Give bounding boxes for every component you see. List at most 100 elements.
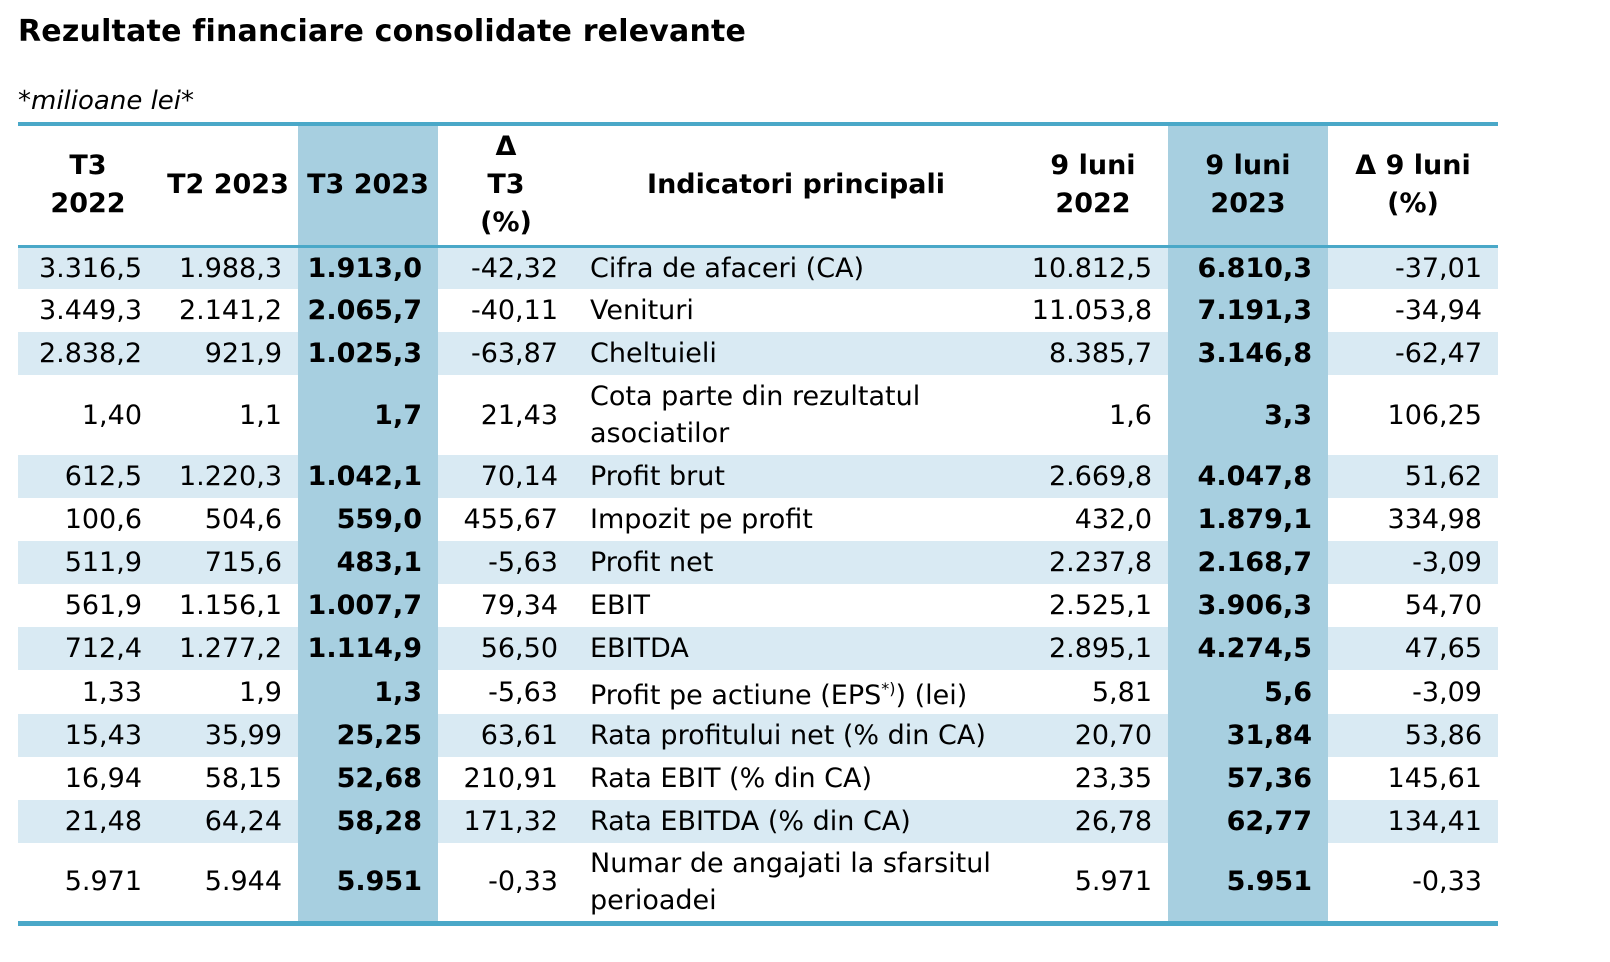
cell-delta-9m: 145,61 [1387,763,1482,794]
cell-t2-2023: 715,6 [158,541,298,584]
cell-9m-2022: 432,0 [1074,504,1152,535]
cell-9m-2023: 57,36 [1168,757,1328,800]
cell-delta-9m: -62,47 [1328,332,1498,375]
cell-delta-9m: 51,62 [1328,455,1498,498]
cell-delta-t3: 63,61 [438,714,574,757]
cell-indicator: EBIT [574,584,1018,627]
cell-t2-2023: 504,6 [204,504,282,535]
header-t3-2022: T3 2022 [50,150,126,220]
indicator-footnote-mark: *) [881,679,896,698]
cell-indicator: Cota parte din rezultatul asociatilor [574,375,1018,455]
indicator-label: Impozit pe profit [590,504,813,535]
table-row: 561,9 1.156,1 1.007,7 79,34 EBIT 2.525,1 3.906… [18,584,1498,627]
cell-delta-9m: -3,09 [1328,541,1498,584]
cell-indicator: Profit pe actiune (EPS*)) (lei) [574,670,1018,714]
cell-delta-9m: 54,70 [1404,590,1482,621]
cell-9m-2022: 2.895,1 [1018,627,1168,670]
cell-delta-9m: 47,65 [1328,627,1498,670]
cell-9m-2022: 11.053,8 [1031,295,1152,326]
cell-delta-t3: 70,14 [438,455,574,498]
cell-t3-2022: 1,40 [81,399,142,431]
cell-t3-2022: 21,48 [18,800,158,843]
header-delta-9m: Δ 9 luni (%) [1355,150,1471,220]
indicator-label: Venituri [590,295,694,326]
cell-9m-2023: 1.879,1 [1168,498,1328,541]
cell-9m-2023: 5.951 [1168,843,1328,923]
cell-9m-2022: 10.812,5 [1018,246,1168,289]
cell-indicator: EBITDA [574,627,1018,670]
cell-delta-t3: 455,67 [463,504,558,535]
cell-9m-2022: 20,70 [1018,714,1168,757]
cell-indicator: Venituri [574,289,1018,332]
cell-t3-2023: 1,3 [298,670,438,714]
cell-t3-2022: 16,94 [64,763,142,794]
cell-delta-9m: -37,01 [1328,246,1498,289]
cell-9m-2023: 4.274,5 [1168,627,1328,670]
cell-delta-t3: -5,63 [488,676,558,708]
cell-delta-t3: -40,11 [470,295,558,326]
cell-t3-2022: 100,6 [64,504,142,535]
cell-delta-9m: -0,33 [1412,866,1482,898]
cell-t3-2022: 15,43 [18,714,158,757]
cell-t3-2023: 1.114,9 [298,627,438,670]
cell-indicator: Profit brut [574,455,1018,498]
cell-9m-2023: 62,77 [1168,800,1328,843]
cell-t2-2023: 64,24 [158,800,298,843]
table-row: 2.838,2 921,9 1.025,3 -63,87 Cheltuieli 8.385… [18,332,1498,375]
table-header-row: T3 2022 T2 2023 T3 2023 Δ T3 (%) Indicat… [18,124,1498,246]
cell-delta-t3: -5,63 [438,541,574,584]
cell-t2-2023: 1.988,3 [158,246,298,289]
indicator-label-tail: ) (lei) [895,680,968,711]
cell-9m-2023: 4.047,8 [1168,455,1328,498]
cell-t3-2023: 2.065,7 [298,289,438,332]
cell-t3-2023: 483,1 [298,541,438,584]
cell-9m-2023: 31,84 [1168,714,1328,757]
cell-t3-2023: 25,25 [298,714,438,757]
cell-t3-2022: 1,33 [81,676,142,708]
cell-delta-9m: -34,94 [1394,295,1482,326]
cell-delta-9m: 334,98 [1387,504,1482,535]
cell-t3-2023: 1.025,3 [298,332,438,375]
indicator-label: EBITDA [590,633,689,664]
cell-9m-2023: 5,6 [1168,670,1328,714]
cell-9m-2023: 7.191,3 [1168,289,1328,332]
cell-9m-2022: 1,6 [1109,399,1152,431]
table-row: 3.316,5 1.988,3 1.913,0 -42,32 Cifra de afac… [18,246,1498,289]
cell-indicator: Cifra de afaceri (CA) [574,246,1018,289]
cell-indicator: Rata EBIT (% din CA) [574,757,1018,800]
cell-indicator: Rata profitului net (% din CA) [574,714,1018,757]
header-t3-2023: T3 2023 [298,124,438,246]
cell-delta-t3: 210,91 [463,763,558,794]
cell-9m-2022: 2.525,1 [1048,590,1152,621]
cell-delta-t3: 171,32 [438,800,574,843]
cell-delta-t3: 21,43 [480,399,558,431]
header-indicators: Indicatori principali [647,169,945,201]
cell-t2-2023: 58,15 [204,763,282,794]
cell-9m-2022: 2.669,8 [1018,455,1168,498]
cell-t2-2023: 1.277,2 [158,627,298,670]
cell-t3-2023: 1.042,1 [298,455,438,498]
cell-delta-9m: 53,86 [1328,714,1498,757]
cell-9m-2022: 5,81 [1091,676,1152,708]
cell-t3-2023: 1.913,0 [298,246,438,289]
header-9m-2023: 9 luni 2023 [1168,124,1328,246]
indicator-label: EBIT [590,590,651,621]
indicator-label: Profit pe actiune (EPS [590,680,882,711]
cell-9m-2023: 3,3 [1168,375,1328,455]
cell-t3-2023: 5.951 [298,843,438,923]
cell-9m-2022: 26,78 [1018,800,1168,843]
cell-9m-2022: 23,35 [1074,763,1152,794]
indicator-label: Cheltuieli [590,338,717,369]
cell-9m-2022: 2.237,8 [1018,541,1168,584]
indicator-label: Cifra de afaceri (CA) [590,252,865,284]
cell-indicator: Profit net [574,541,1018,584]
cell-t2-2023: 1.220,3 [158,455,298,498]
indicator-label: Rata EBIT (% din CA) [590,763,873,794]
cell-delta-t3: -63,87 [438,332,574,375]
cell-indicator: Cheltuieli [574,332,1018,375]
financial-results-table: T3 2022 T2 2023 T3 2023 Δ T3 (%) Indicat… [18,122,1498,926]
cell-9m-2023: 2.168,7 [1168,541,1328,584]
cell-t3-2023: 58,28 [298,800,438,843]
cell-t3-2022: 511,9 [18,541,158,584]
cell-indicator: Rata EBITDA (% din CA) [574,800,1018,843]
